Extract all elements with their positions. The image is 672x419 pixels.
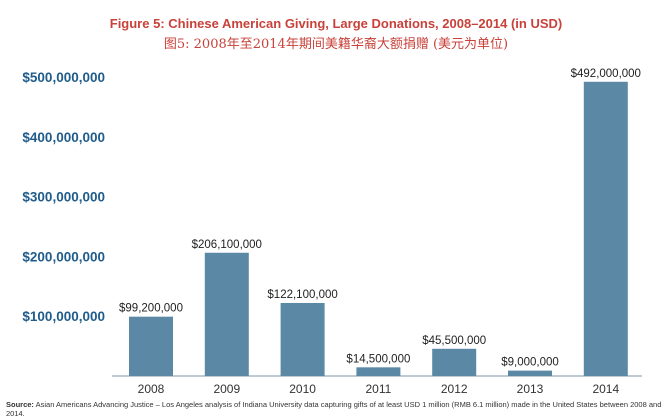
bar-2011 (356, 367, 401, 376)
bar-2009 (204, 252, 249, 376)
x-tick-label-2008: 2008 (138, 382, 165, 396)
data-label-2013: $9,000,000 (501, 357, 559, 369)
bar-2014 (583, 81, 628, 376)
x-tick-label-2012: 2012 (441, 382, 468, 396)
data-label-2010: $122,100,000 (267, 289, 337, 301)
source-label: Source: (6, 400, 34, 409)
source-text: Asian Americans Advancing Justice – Los … (6, 400, 662, 418)
source-note: Source: Asian Americans Advancing Justic… (6, 400, 666, 418)
y-tick-label: $300,000,000 (22, 190, 105, 205)
bar-chart: $100,000,000 $200,000,000 $300,000,000 $400… (22, 68, 642, 396)
x-tick-label-2009: 2009 (213, 382, 240, 396)
bar-2008 (129, 316, 173, 376)
y-tick-label: $500,000,000 (22, 70, 105, 85)
bar-2012 (432, 348, 477, 376)
bar-2013 (508, 370, 552, 376)
y-tick-label: $400,000,000 (22, 130, 105, 145)
data-label-2008: $99,200,000 (119, 303, 183, 315)
chart-subtitle-chinese: 图5: 2008年至2014年期间美籍华裔大额捐赠 (美元为单位) (163, 37, 509, 52)
data-label-2012: $45,500,000 (422, 335, 486, 347)
data-label-2009: $206,100,000 (192, 239, 262, 251)
x-tick-label-2014: 2014 (592, 382, 619, 396)
x-tick-label-2013: 2013 (517, 382, 544, 396)
data-label-2014: $492,000,000 (571, 68, 641, 80)
bar-2010 (280, 302, 325, 376)
x-tick-label-2011: 2011 (365, 382, 391, 396)
y-tick-label: $200,000,000 (22, 249, 105, 264)
chart-title: Figure 5: Chinese American Giving, Large… (109, 16, 563, 31)
y-tick-label: $100,000,000 (22, 309, 105, 324)
x-tick-label-2010: 2010 (289, 382, 316, 396)
data-label-2011: $14,500,000 (346, 353, 410, 365)
